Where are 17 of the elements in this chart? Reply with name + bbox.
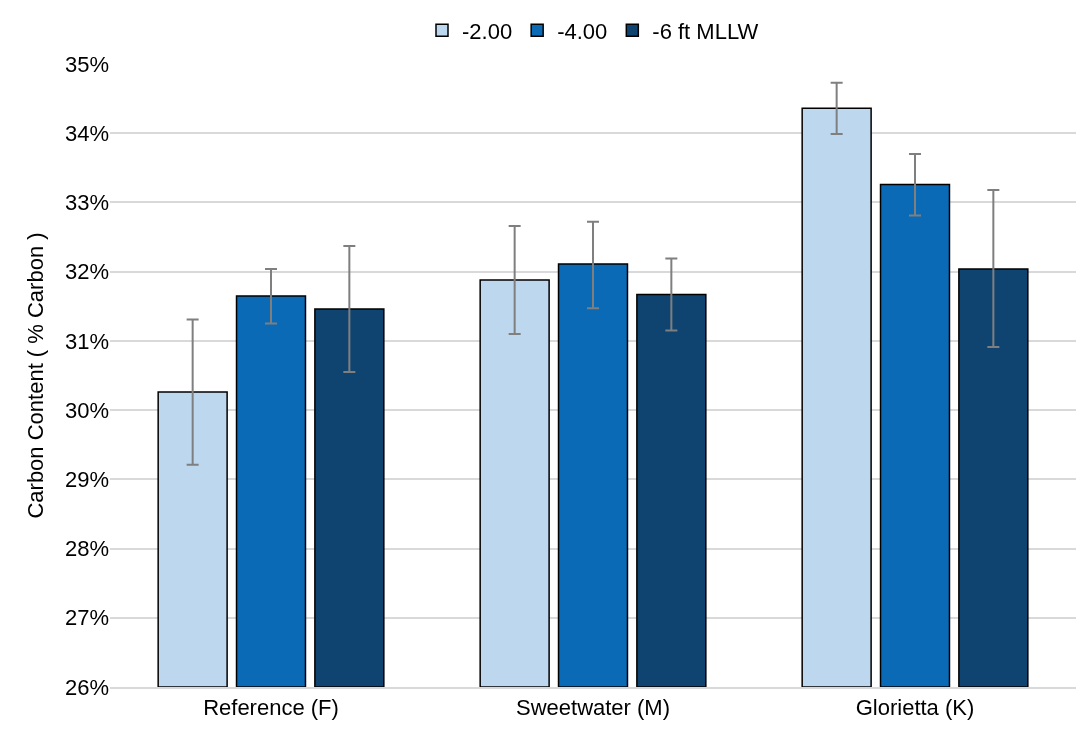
x-tick-label: Glorietta (K) xyxy=(855,695,975,721)
y-tick-label: 34% xyxy=(64,120,109,146)
legend-label: -2.00 xyxy=(462,18,513,44)
y-tick-label: 32% xyxy=(64,259,109,285)
y-tick-label: 35% xyxy=(64,51,109,77)
y-tick-label: 30% xyxy=(64,397,109,423)
y-tick-label: 29% xyxy=(64,467,109,493)
y-tick-label: 33% xyxy=(64,190,109,216)
legend-label: -4.00 xyxy=(557,18,608,44)
legend-label: -6 ft MLLW xyxy=(652,18,759,44)
y-tick-label: 27% xyxy=(64,605,109,631)
y-tick-label: 31% xyxy=(64,328,109,354)
x-tick-label: Sweetwater (M) xyxy=(515,695,671,721)
y-tick-label: 26% xyxy=(64,674,109,700)
x-tick-label: Reference (F) xyxy=(203,695,339,721)
y-axis-title: Carbon Content ( % Carbon ) xyxy=(22,232,48,519)
y-tick-label: 28% xyxy=(64,536,109,562)
